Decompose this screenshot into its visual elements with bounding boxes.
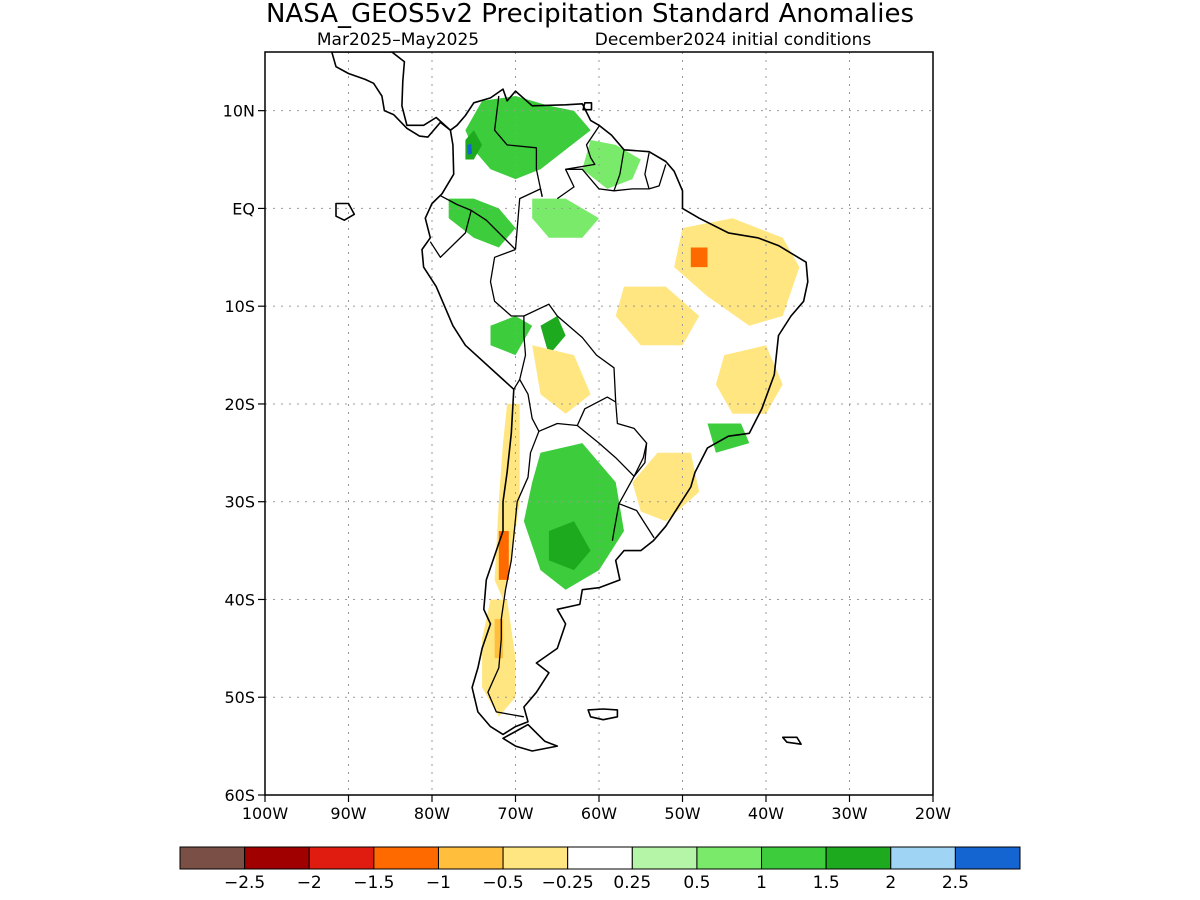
lat-tick-label: 20S: [224, 395, 255, 414]
colorbar-swatch: [825, 846, 892, 870]
map-area: 10N EQ 10S 20S 30S 40S 50S 60S 100W 90W 80W 70W 60W…: [223, 51, 951, 823]
colorbar-swatch: [631, 846, 698, 870]
border-guiana-brazil: [565, 164, 667, 192]
lon-tick-label: 90W: [330, 804, 366, 823]
country-borders-layer: [429, 95, 667, 718]
anomaly-region-western-amazon-green: [448, 198, 516, 248]
colorbar-label: −2.5: [224, 873, 265, 893]
colorbar-label: 0.5: [683, 873, 710, 893]
colorbar-swatch: [437, 846, 504, 870]
coastline-south-america-mainland: [421, 88, 809, 736]
colorbar-label: −1: [426, 873, 451, 893]
colorbar-swatch: [954, 846, 1021, 870]
anomaly-region-bolivia-paraguay-dry: [532, 345, 591, 414]
lon-tick-label: 20W: [915, 804, 951, 823]
colorbar-label: 1.5: [813, 873, 840, 893]
anomaly-region-bolivia-green: [540, 316, 566, 356]
anomaly-region-sao-paulo-green: [707, 423, 750, 453]
coastline-layer: [330, 52, 809, 752]
coastline-south-georgia: [781, 736, 802, 746]
colorbar-label: −2: [297, 873, 322, 893]
colorbar-swatch: [761, 846, 827, 870]
colorbar-label: −0.5: [482, 873, 523, 893]
anomaly-region-central-brazil-dry: [615, 286, 700, 346]
border-peru-brazil-bolivia: [489, 248, 527, 390]
anomaly-region-argentina-strong-green: [548, 521, 591, 571]
coastline-falklands: [587, 708, 619, 721]
lon-tick-label: 30W: [831, 804, 867, 823]
lon-tick-label: 60W: [581, 804, 617, 823]
forecast-period: Mar2025–May2025: [317, 30, 479, 50]
anomaly-region-central-chile-strong-dry: [498, 531, 509, 580]
lon-tick-label: 70W: [497, 804, 533, 823]
anomaly-region-peru-green: [490, 316, 533, 356]
lon-tick-label: 100W: [242, 804, 289, 823]
colorbar-swatch: [502, 846, 569, 870]
coastline-central-america: [330, 52, 452, 138]
anomaly-region-amazon-green-patch: [532, 198, 599, 238]
colorbar-swatch: [567, 846, 633, 870]
lat-tick-label: 10N: [223, 102, 255, 121]
anomaly-region-ne-brazil-strong-dry: [690, 247, 708, 268]
colorbar-swatch: [308, 846, 375, 870]
anomaly-region-guiana-green: [582, 140, 641, 189]
border-bolivia-chile-argentina: [519, 379, 578, 432]
coastline-galapagos: [335, 202, 356, 221]
coastline-trinidad: [582, 102, 593, 111]
border-argentina-brazil-uruguay: [611, 443, 648, 541]
colorbar-label: 2: [885, 873, 896, 893]
border-uruguay-brazil: [618, 503, 655, 539]
lon-tick-label: 50W: [664, 804, 700, 823]
lat-tick-label: 40S: [224, 590, 255, 609]
border-chile-argentina: [487, 431, 540, 718]
anomaly-region-ne-brazil-dry: [674, 218, 800, 326]
anomaly-region-colombia-blue-spot: [467, 143, 473, 155]
lon-tick-label: 40W: [748, 804, 784, 823]
colorbar-swatch: [179, 846, 246, 870]
longitude-axis: 100W 90W 80W 70W 60W 50W 40W 30W 20W: [242, 795, 951, 823]
border-venezuela-guyana: [556, 125, 600, 200]
colorbar: −2.5 −2 −1.5 −1 −0.5 −0.25 0.25 0.5 1 1.5 2 2.5: [179, 846, 1021, 893]
colorbar-label: 0.25: [613, 873, 651, 893]
lat-tick-label: 60S: [224, 786, 255, 805]
colorbar-label: 1: [756, 873, 767, 893]
border-guyana-suriname: [613, 149, 625, 192]
border-colombia-venezuela: [493, 95, 543, 197]
border-suriname-guiana: [644, 152, 650, 190]
colorbar-swatch: [373, 846, 439, 870]
border-bolivia-brazil: [523, 303, 617, 426]
lat-tick-label: EQ: [232, 199, 255, 218]
colorbar-swatch: [244, 846, 310, 870]
figure-title: NASA_GEOS5v2 Precipitation Standard Anom…: [266, 0, 914, 29]
lat-tick-label: 50S: [224, 688, 255, 707]
lat-tick-label: 30S: [224, 493, 255, 512]
border-ecuador-peru: [429, 210, 472, 258]
colorbar-label: −1.5: [353, 873, 394, 893]
colorbar-label: 2.5: [942, 873, 969, 893]
border-paraguay: [576, 401, 648, 477]
colorbar-swatch: [890, 846, 956, 870]
initial-conditions: December2024 initial conditions: [595, 30, 872, 50]
colorbar-label: −0.25: [542, 873, 594, 893]
lon-tick-label: 80W: [414, 804, 450, 823]
coastline-tierra-del-fuego: [502, 723, 559, 752]
latitude-axis: 10N EQ 10S 20S 30S 40S 50S 60S: [223, 102, 265, 805]
anomaly-shading-layer: [448, 96, 800, 717]
colorbar-swatch: [696, 846, 763, 870]
border-colombia-brazil: [514, 188, 543, 250]
lat-tick-label: 10S: [224, 297, 255, 316]
